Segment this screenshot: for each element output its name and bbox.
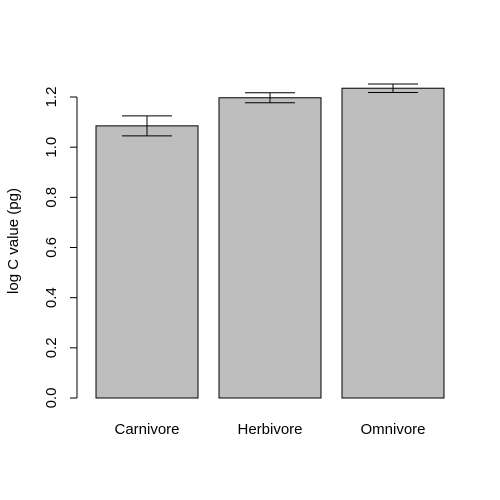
bars-layer bbox=[95, 87, 445, 399]
x-axis-labels: Carnivore Herbivore Omnivore bbox=[114, 421, 425, 438]
y-tick-label: 0.2 bbox=[43, 337, 60, 358]
x-tick-label-herbivore: Herbivore bbox=[237, 421, 302, 438]
y-tick-label: 0.0 bbox=[43, 388, 60, 409]
x-tick-label-omnivore: Omnivore bbox=[360, 421, 425, 438]
bar-herbivore bbox=[218, 97, 322, 399]
error-bar-herbivore bbox=[245, 92, 295, 104]
y-axis: 0.0 0.2 0.4 0.6 0.8 1.0 1.2 bbox=[43, 87, 78, 409]
bar-omnivore bbox=[341, 87, 445, 399]
y-tick-label: 0.6 bbox=[43, 237, 60, 258]
y-tick-label: 1.0 bbox=[43, 137, 60, 158]
error-bars-layer bbox=[122, 83, 418, 137]
y-axis-title: log C value (pg) bbox=[5, 188, 22, 294]
y-tick-label: 1.2 bbox=[43, 87, 60, 108]
x-tick-label-carnivore: Carnivore bbox=[114, 421, 179, 438]
y-tick-label: 0.8 bbox=[43, 187, 60, 208]
y-tick-label: 0.4 bbox=[43, 287, 60, 308]
bar-carnivore bbox=[95, 125, 199, 399]
error-bar-omnivore bbox=[368, 83, 418, 93]
error-bar-carnivore bbox=[122, 115, 172, 137]
